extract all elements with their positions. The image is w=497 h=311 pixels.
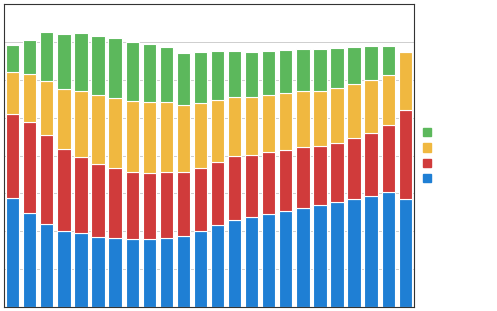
Bar [177, 172, 190, 236]
Bar [126, 239, 139, 307]
Bar [194, 104, 207, 168]
Bar [228, 220, 241, 307]
Bar [347, 138, 361, 199]
Bar [57, 231, 71, 307]
Bar [331, 88, 343, 143]
Bar [194, 52, 207, 104]
Bar [177, 236, 190, 307]
Bar [143, 173, 156, 239]
Bar [399, 52, 412, 110]
Bar [23, 122, 36, 213]
Bar [331, 48, 343, 88]
Bar [364, 133, 378, 197]
Bar [331, 202, 343, 307]
Bar [279, 50, 292, 93]
Bar [23, 74, 36, 122]
Bar [160, 47, 173, 102]
Bar [57, 89, 71, 149]
Bar [211, 162, 224, 225]
Bar [40, 32, 54, 81]
Bar [108, 98, 122, 168]
Bar [143, 102, 156, 173]
Bar [91, 164, 105, 236]
Bar [331, 143, 343, 202]
Bar [75, 33, 87, 91]
Bar [228, 51, 241, 97]
Bar [194, 168, 207, 231]
Bar [228, 97, 241, 156]
Bar [126, 42, 139, 101]
Bar [382, 125, 395, 192]
Bar [177, 53, 190, 105]
Bar [262, 214, 275, 307]
Bar [262, 152, 275, 214]
Bar [108, 168, 122, 238]
Bar [347, 199, 361, 307]
Bar [382, 46, 395, 75]
Bar [347, 47, 361, 84]
Bar [347, 84, 361, 138]
Bar [313, 91, 327, 146]
Bar [228, 156, 241, 220]
Bar [245, 97, 258, 155]
Bar [57, 149, 71, 231]
Bar [40, 225, 54, 307]
Bar [211, 100, 224, 162]
Bar [75, 91, 87, 157]
Bar [75, 157, 87, 233]
Bar [126, 101, 139, 172]
Bar [75, 233, 87, 307]
Bar [23, 213, 36, 307]
Bar [40, 81, 54, 136]
Bar [91, 95, 105, 164]
Bar [40, 136, 54, 225]
Bar [6, 72, 19, 114]
Bar [279, 211, 292, 307]
Bar [91, 36, 105, 95]
Bar [382, 75, 395, 125]
Bar [160, 102, 173, 172]
Bar [313, 49, 327, 91]
Bar [6, 198, 19, 307]
Bar [382, 192, 395, 307]
Legend: , , , : , , , [423, 128, 433, 183]
Bar [108, 39, 122, 98]
Bar [364, 46, 378, 80]
Bar [23, 40, 36, 74]
Bar [211, 225, 224, 307]
Bar [399, 110, 412, 199]
Bar [245, 217, 258, 307]
Bar [143, 239, 156, 307]
Bar [262, 51, 275, 95]
Bar [313, 205, 327, 307]
Bar [262, 95, 275, 152]
Bar [296, 147, 310, 208]
Bar [91, 236, 105, 307]
Bar [6, 45, 19, 72]
Bar [399, 199, 412, 307]
Bar [296, 91, 310, 147]
Bar [211, 51, 224, 100]
Bar [143, 44, 156, 102]
Bar [160, 172, 173, 238]
Bar [245, 155, 258, 217]
Bar [177, 105, 190, 172]
Bar [364, 80, 378, 133]
Bar [279, 93, 292, 150]
Bar [108, 238, 122, 307]
Bar [296, 49, 310, 91]
Bar [296, 208, 310, 307]
Bar [126, 172, 139, 239]
Bar [57, 35, 71, 89]
Bar [160, 238, 173, 307]
Bar [313, 146, 327, 205]
Bar [194, 231, 207, 307]
Bar [279, 150, 292, 211]
Bar [245, 52, 258, 97]
Bar [6, 114, 19, 198]
Bar [364, 197, 378, 307]
